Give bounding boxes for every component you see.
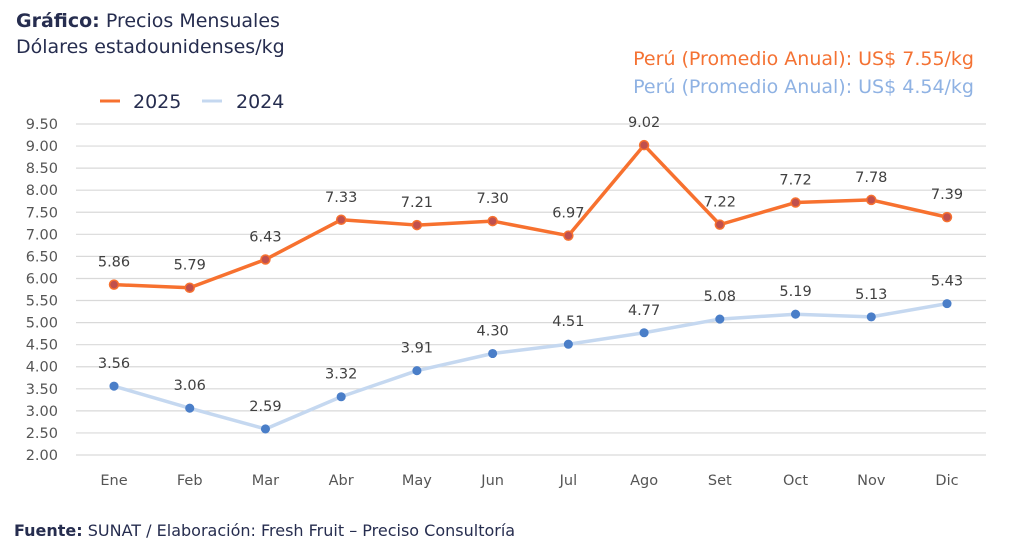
y-tick-label: 4.50 <box>26 338 58 354</box>
x-tick-label: Jun <box>480 473 504 489</box>
y-tick-label: 9.50 <box>26 117 58 133</box>
data-point-2025 <box>714 219 726 230</box>
annual-average-2025: Perú (Promedio Anual): US$ 7.55/kg <box>633 48 974 70</box>
x-tick-label: Set <box>708 473 732 489</box>
y-tick-label: 2.50 <box>26 426 58 442</box>
legend-label-2024: 2024 <box>236 91 284 113</box>
data-point-2025 <box>108 279 120 290</box>
data-point-2025 <box>487 215 498 227</box>
y-tick-label: 4.00 <box>26 360 58 376</box>
x-tick-label: Ene <box>100 473 127 489</box>
data-label-2024: 5.43 <box>931 274 963 290</box>
data-point-2025 <box>866 194 877 206</box>
x-tick-label: May <box>402 473 432 489</box>
data-label-2024: 3.06 <box>174 378 206 394</box>
data-label-2025: 7.78 <box>855 170 887 186</box>
x-tick-label: Ago <box>630 473 658 489</box>
title-line: Gráfico: Precios Mensuales <box>16 8 285 34</box>
data-label-2024: 5.08 <box>704 289 736 305</box>
data-label-2025: 7.72 <box>779 173 811 189</box>
source-label: Fuente: <box>14 521 83 540</box>
data-point-2025 <box>563 230 574 241</box>
y-tick-label: 3.00 <box>26 404 58 420</box>
x-tick-label: Nov <box>857 473 886 489</box>
data-point-2025 <box>335 214 347 226</box>
x-tick-label: Jul <box>559 473 578 489</box>
data-label-2025: 7.30 <box>476 191 508 207</box>
data-label-2025: 6.97 <box>552 206 584 222</box>
data-point-2024 <box>185 403 195 413</box>
data-point-2024 <box>563 339 573 349</box>
data-label-2024: 5.19 <box>779 284 811 300</box>
x-tick-label: Mar <box>252 473 279 489</box>
data-point-2024 <box>260 424 271 434</box>
y-axis-ticks: 9.50 9.00 8.50 8.00 7.50 7.00 6.50 6.00 5.50 5.00… <box>26 117 58 464</box>
data-label-2025: 5.79 <box>174 258 206 274</box>
data-point-2024 <box>109 381 119 391</box>
y-tick-label: 8.50 <box>26 161 58 177</box>
source-note: Fuente: SUNAT / Elaboración: Fresh Fruit… <box>14 521 515 540</box>
data-point-2024 <box>790 309 801 319</box>
data-point-2024 <box>639 328 649 338</box>
data-label-2025: 9.02 <box>628 115 660 131</box>
y-tick-label: 5.50 <box>26 294 58 310</box>
data-label-2025: 5.86 <box>98 255 130 271</box>
data-label-2024: 4.77 <box>628 303 660 319</box>
y-tick-label: 3.50 <box>26 382 58 398</box>
data-label-2025: 7.21 <box>401 195 433 211</box>
gridlines <box>76 123 986 456</box>
data-label-2025: 7.39 <box>931 187 963 203</box>
y-tick-label: 2.00 <box>26 448 58 464</box>
series-line-2024 <box>113 301 948 431</box>
data-point-2025 <box>941 211 953 223</box>
chart-subtitle: Dólares estadounidenses/kg <box>16 36 285 58</box>
x-axis-ticks: Ene Feb Mar Abr May Jun Jul Ago Set Oct Nov Dic <box>100 473 958 489</box>
x-tick-label: Feb <box>177 473 203 489</box>
data-label-2024: 4.30 <box>476 323 508 339</box>
x-tick-label: Dic <box>935 473 958 489</box>
data-point-2025 <box>790 197 801 208</box>
y-tick-label: 7.50 <box>26 205 58 221</box>
data-label-2024: 3.32 <box>325 367 357 383</box>
data-point-2024 <box>412 366 422 376</box>
data-point-2024 <box>715 314 725 324</box>
source-text: SUNAT / Elaboración: Fresh Fruit – Preci… <box>82 521 516 540</box>
legend-label-2025: 2025 <box>133 91 181 113</box>
data-label-2025: 6.43 <box>249 229 281 245</box>
x-tick-label: Abr <box>329 473 354 489</box>
data-point-2025 <box>184 282 195 293</box>
data-point-2024 <box>336 392 346 402</box>
data-point-2024 <box>488 348 498 359</box>
title-text: Precios Mensuales <box>99 10 280 32</box>
y-tick-label: 6.50 <box>26 249 58 265</box>
y-tick-label: 9.00 <box>26 139 58 155</box>
y-tick-label: 5.00 <box>26 316 58 332</box>
data-label-2024: 3.91 <box>401 341 433 357</box>
y-tick-label: 7.00 <box>26 227 58 243</box>
data-point-2024 <box>866 312 876 322</box>
data-label-2025: 7.22 <box>704 195 736 211</box>
data-point-2025 <box>260 254 271 265</box>
data-point-2025 <box>411 219 423 231</box>
series-group: 3.56 3.06 2.59 3.32 3.91 4.30 4.51 4.77 5.08 5.19… <box>98 115 963 434</box>
series-2025: 5.86 5.79 6.43 7.33 7.21 7.30 6.97 9.02 7.22 7.72… <box>98 115 963 293</box>
data-point-2025 <box>638 139 650 151</box>
annual-average-2024: Perú (Promedio Anual): US$ 4.54/kg <box>633 76 974 98</box>
legend: 2025 2024 <box>100 91 284 113</box>
data-label-2024: 5.13 <box>855 287 887 303</box>
data-label-2025: 7.33 <box>325 190 357 206</box>
title-bold: Gráfico: <box>16 10 100 32</box>
data-point-2024 <box>942 299 952 309</box>
data-label-2024: 2.59 <box>249 399 281 415</box>
y-tick-label: 6.00 <box>26 271 58 287</box>
y-tick-label: 8.00 <box>26 183 58 199</box>
x-tick-label: Oct <box>783 473 808 489</box>
series-2024: 3.56 3.06 2.59 3.32 3.91 4.30 4.51 4.77 5.08 5.19… <box>98 274 963 434</box>
chart-title: Gráfico: Precios Mensuales Dólares estad… <box>16 8 285 60</box>
data-label-2024: 4.51 <box>552 314 584 330</box>
data-label-2024: 3.56 <box>98 356 130 372</box>
series-line-2025 <box>113 143 948 290</box>
